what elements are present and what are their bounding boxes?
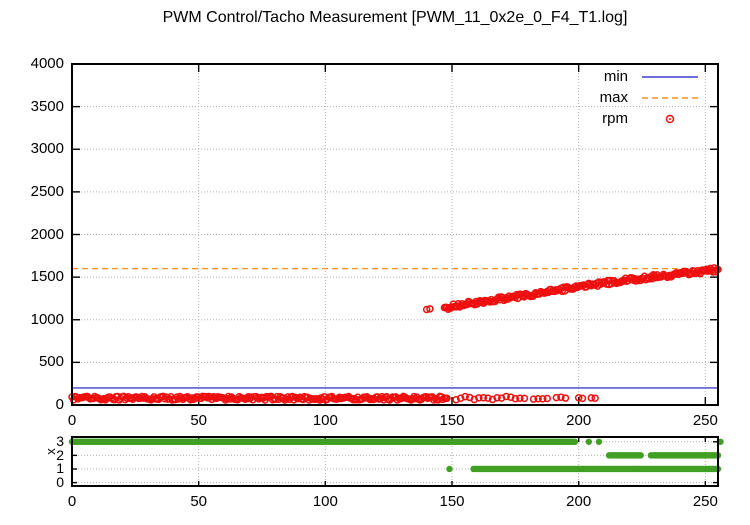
x-tick-label: 250	[692, 412, 718, 429]
y-tick-label: 3500	[30, 97, 64, 115]
legend-label: max	[599, 89, 628, 106]
chart-title: PWM Control/Tacho Measurement [PWM_11_0x…	[162, 9, 628, 26]
x-tick-label: 100	[312, 493, 338, 510]
x-tick-label: 100	[312, 412, 338, 429]
y-tick-label: 1	[56, 460, 64, 477]
legend-sample-point-circle	[665, 114, 675, 123]
legend: min max rpm	[515, 66, 700, 129]
x-tick-label: 250	[692, 493, 718, 510]
state-plot-ylabel: x	[42, 448, 58, 455]
y-tick-label: 1000	[30, 310, 64, 328]
y-tick-label: 2	[56, 446, 64, 463]
x-tick-label: 50	[190, 412, 207, 429]
y-tick-label: 1500	[30, 268, 64, 286]
y-tick-label: 0	[55, 396, 64, 413]
legend-item-rpm: rpm	[515, 108, 700, 129]
x-tick-label: 0	[67, 412, 77, 429]
legend-sample-line-dashed	[642, 96, 698, 99]
legend-label: min	[603, 68, 628, 85]
x-tick-label: 0	[67, 493, 77, 510]
y-tick-label: 3	[56, 433, 64, 450]
x-tick-label: 150	[439, 412, 465, 429]
y-tick-label: 2000	[30, 225, 64, 243]
x-tick-label: 50	[190, 493, 207, 510]
y-tick-label: 2500	[30, 182, 64, 200]
main-plot-area	[68, 63, 722, 406]
x-tick-label: 200	[566, 412, 592, 429]
x-tick-label: 200	[566, 493, 592, 510]
y-tick-label: 3000	[30, 140, 64, 158]
y-tick-label: 500	[38, 353, 64, 371]
legend-label: rpm	[602, 110, 628, 127]
y-tick-label: 0	[56, 474, 64, 491]
legend-item-min: min	[515, 66, 700, 87]
legend-item-max: max	[515, 87, 700, 108]
y-tick-label: 4000	[30, 55, 64, 72]
state-plot-area	[68, 436, 724, 487]
legend-sample-line-solid	[642, 75, 698, 78]
x-tick-label: 150	[439, 493, 465, 510]
